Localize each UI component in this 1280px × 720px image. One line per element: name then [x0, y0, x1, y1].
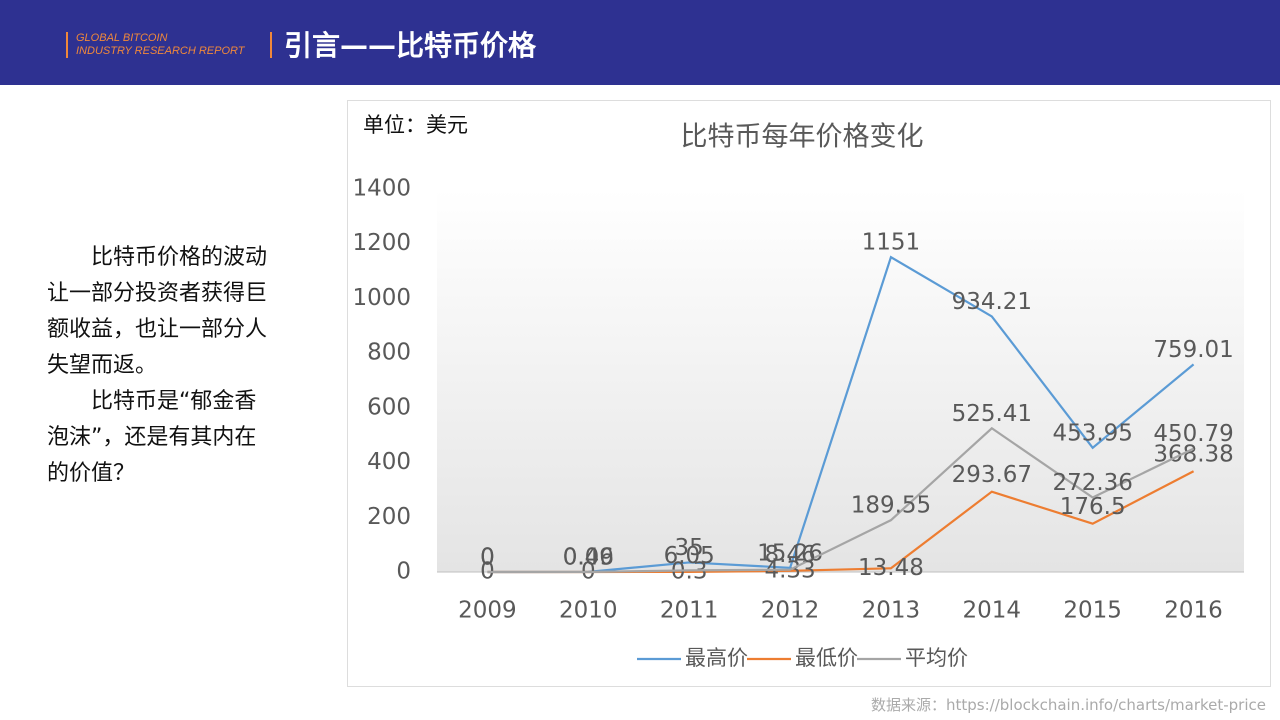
divider	[66, 32, 68, 58]
chart-title: 比特币每年价格变化	[681, 122, 924, 153]
data-label: 368.38	[1153, 442, 1233, 468]
data-label: 0	[480, 545, 495, 571]
series-line	[487, 255, 1195, 574]
unit-label: 单位：美元	[363, 113, 468, 137]
brand: INDUSTRY RESEARCH REPORT	[76, 45, 245, 57]
plot-area	[437, 189, 1244, 572]
page-title: 引言——比特币价格	[284, 29, 537, 62]
y-tick-label: 400	[367, 449, 411, 475]
paragraph: 比特币价格的波动让一部分投资者获得巨额收益，也让一部分人失望而返。	[47, 245, 268, 378]
data-label: 15.26	[757, 540, 823, 566]
data-label: 759.01	[1153, 337, 1233, 363]
x-tick-label: 2012	[761, 598, 820, 624]
y-tick-label: 1000	[352, 285, 411, 311]
data-label: 13.48	[858, 555, 924, 581]
data-label: 272.36	[1052, 470, 1132, 496]
legend-label: 最高价	[685, 646, 748, 670]
y-tick-label: 800	[367, 340, 411, 366]
data-label: 450.79	[1153, 421, 1233, 447]
divider	[270, 32, 272, 58]
data-label: 6.05	[664, 543, 715, 569]
x-tick-label: 2014	[963, 598, 1022, 624]
header: GLOBAL BITCOIN INDUSTRY RESEARCH REPORT …	[0, 0, 1280, 85]
data-label: 189.55	[851, 493, 931, 519]
data-label: 35	[675, 535, 704, 561]
data-label: 8.46	[764, 542, 815, 568]
data-label: 293.67	[952, 462, 1032, 488]
legend-label: 最低价	[795, 646, 858, 670]
y-tick-label: 200	[367, 504, 411, 530]
data-label: 453.95	[1052, 420, 1132, 446]
series-line	[487, 426, 1195, 574]
x-tick-label: 2013	[862, 598, 921, 624]
x-tick-label: 2010	[559, 598, 618, 624]
chart-frame	[347, 100, 1271, 687]
data-label: 0	[480, 545, 495, 571]
data-label: 0.49	[563, 544, 614, 570]
source-note: 数据来源：https://blockchain.info/charts/mark…	[871, 696, 1266, 714]
brand: GLOBAL BITCOIN	[76, 32, 168, 44]
x-tick-label: 2015	[1063, 598, 1122, 624]
data-label: 0.06	[563, 544, 614, 570]
x-tick-label: 2011	[660, 598, 719, 624]
y-tick-label: 0	[396, 559, 411, 585]
x-tick-label: 2016	[1164, 598, 1223, 624]
paragraph: 比特币是“郁金香泡沫”，还是有其内在的价值？	[47, 389, 257, 486]
data-label: 934.21	[952, 289, 1032, 315]
legend-label: 平均价	[905, 646, 968, 670]
y-tick-label: 1200	[352, 230, 411, 256]
y-tick-label: 1400	[352, 176, 411, 202]
x-tick-label: 2009	[458, 598, 517, 624]
y-tick-label: 600	[367, 394, 411, 420]
data-label: 525.41	[952, 401, 1032, 427]
data-label: 1151	[862, 230, 921, 256]
body-text: 比特币价格的波动让一部分投资者获得巨额收益，也让一部分人失望而返。 比特币是“郁…	[47, 240, 269, 492]
